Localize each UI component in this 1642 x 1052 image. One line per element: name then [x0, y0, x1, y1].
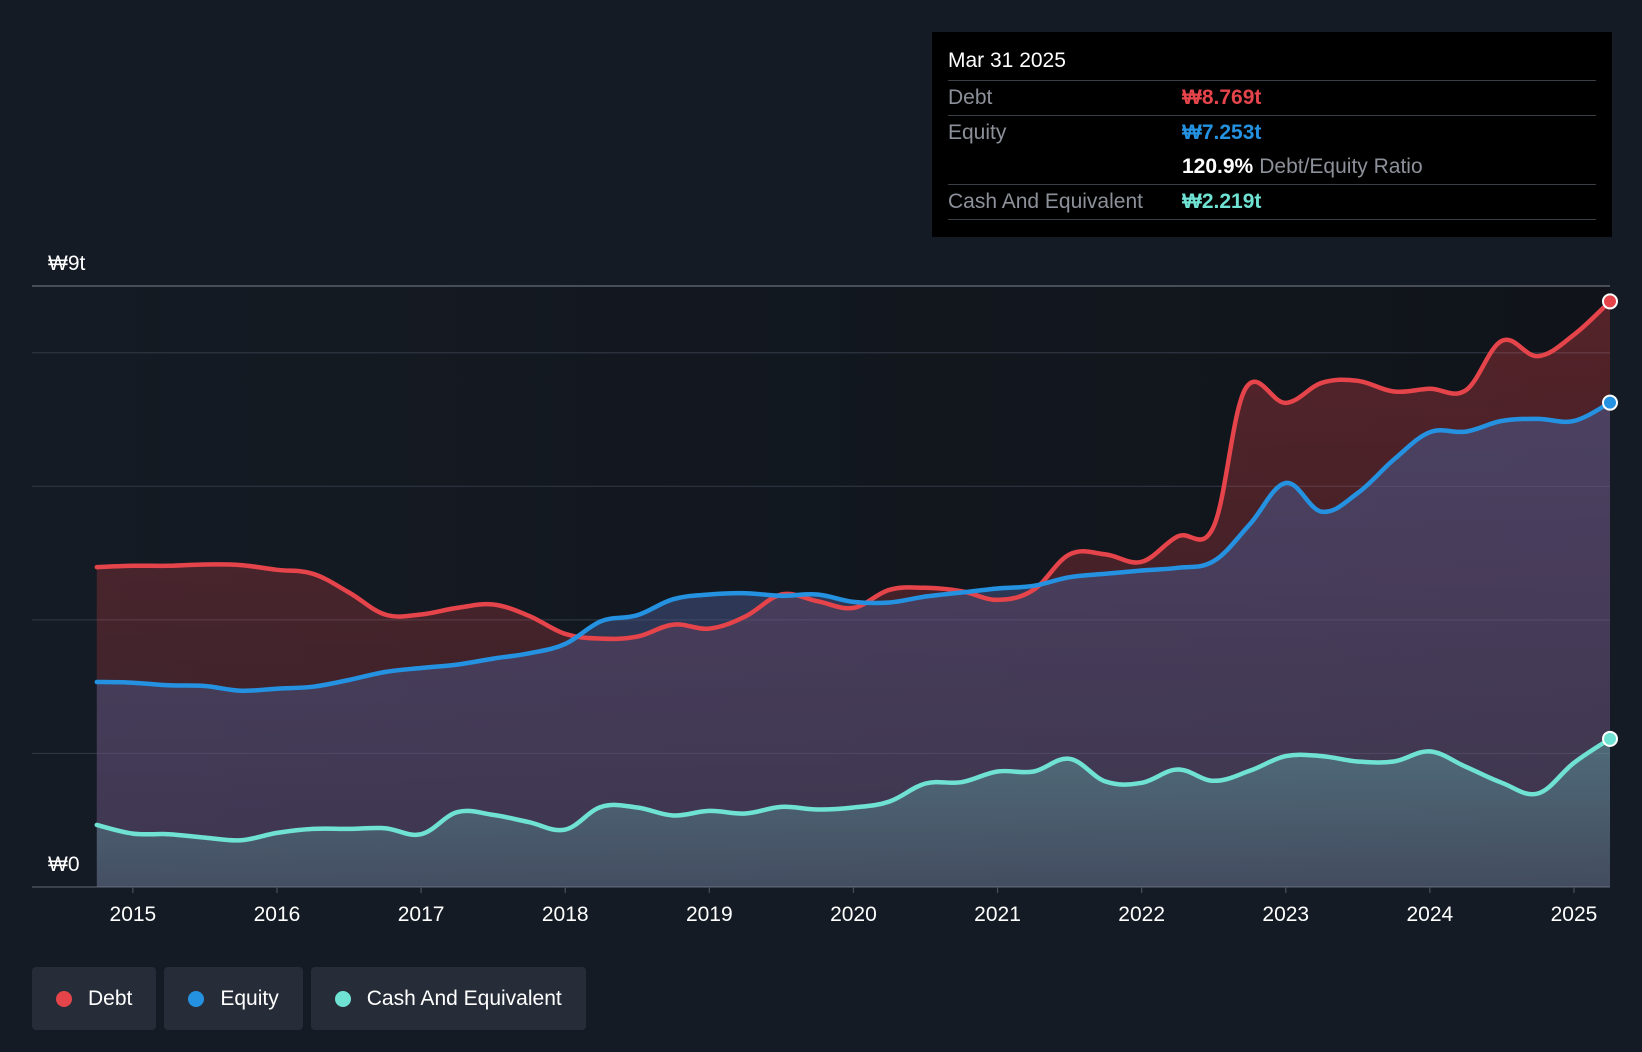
x-tick-label-2015: 2015	[110, 903, 157, 926]
equity-area	[96, 402, 1610, 887]
tooltip-cash-row: Cash And Equivalent ₩2.219t	[948, 184, 1596, 220]
x-tick-label-2016: 2016	[254, 903, 301, 926]
tooltip-equity-label: Equity	[948, 121, 1007, 144]
debt-end-marker	[1602, 293, 1618, 310]
x-tick-label-2020: 2020	[830, 903, 877, 926]
axis-layer: 2015 2016 2017 2018 2019 2020 2021 2022 2023 2024…	[48, 252, 1597, 926]
x-tick-label-2018: 2018	[542, 903, 589, 926]
x-tick-label-2021: 2021	[974, 903, 1021, 926]
x-tick-label-2025: 2025	[1551, 903, 1598, 926]
x-tick-label-2019: 2019	[686, 903, 733, 926]
legend-cash-label: Cash And Equivalent	[366, 986, 562, 1010]
equity-line	[94, 400, 1613, 694]
tooltip-debt-row: Debt ₩8.769t	[948, 80, 1596, 115]
tooltip-ratio-value: 120.9%	[1182, 155, 1254, 178]
y-tick-label-9: ₩9t	[48, 252, 86, 275]
x-tick-label-2017: 2017	[398, 903, 445, 926]
x-tick-label-2024: 2024	[1407, 903, 1454, 926]
tooltip-equity-value: ₩7.253t	[1182, 121, 1262, 144]
tooltip: Mar 31 2025 Debt ₩8.769t Equity ₩7.253t …	[932, 32, 1612, 237]
cash-dot-icon	[334, 990, 351, 1007]
equity-end-marker	[1602, 394, 1618, 411]
tooltip-ratio-row: 120.9% Debt/Equity Ratio	[948, 150, 1596, 184]
cash-area	[96, 738, 1610, 887]
cash-end-marker	[1602, 730, 1618, 747]
legend-cash-toggle[interactable]: Cash And Equivalent	[310, 967, 586, 1030]
tooltip-debt-value: ₩8.769t	[1182, 86, 1262, 109]
tooltip-debt-label: Debt	[948, 86, 993, 109]
legend-debt-toggle[interactable]: Debt	[32, 967, 157, 1030]
line-layer	[94, 299, 1613, 843]
x-tick-label-2023: 2023	[1262, 903, 1309, 926]
tooltip-ratio-label: Debt/Equity Ratio	[1259, 155, 1423, 178]
equity-dot-icon	[188, 990, 205, 1007]
legend-debt-label: Debt	[88, 986, 133, 1010]
legend-equity-label: Equity	[220, 986, 279, 1010]
marker-layer	[1602, 293, 1618, 747]
legend: Debt Equity Cash And Equivalent	[32, 967, 586, 1030]
tooltip-cash-value: ₩2.219t	[1182, 190, 1262, 213]
x-tick-label-2022: 2022	[1118, 903, 1165, 926]
tooltip-equity-row: Equity ₩7.253t	[948, 115, 1596, 150]
tooltip-date: Mar 31 2025	[948, 49, 1066, 72]
cash-line	[94, 736, 1613, 843]
legend-equity-toggle[interactable]: Equity	[164, 967, 303, 1030]
debt-dot-icon	[56, 990, 72, 1007]
y-tick-label-0: ₩0	[48, 853, 80, 876]
tooltip-cash-label: Cash And Equivalent	[948, 190, 1143, 213]
